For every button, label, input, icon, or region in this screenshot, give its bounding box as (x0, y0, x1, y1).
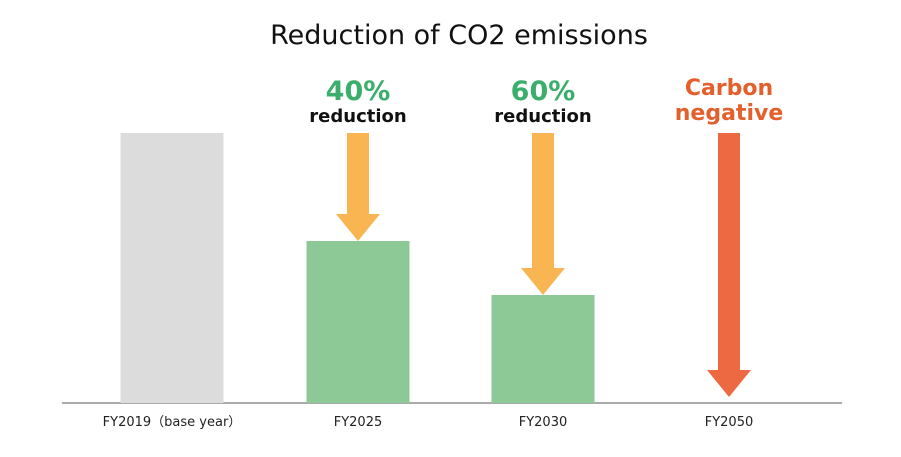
annotation-reduction-label: reduction (494, 106, 591, 127)
reduction-arrow-2 (521, 133, 565, 295)
bar-1 (120, 133, 224, 403)
chart-title: Reduction of CO2 emissions (270, 20, 648, 51)
bars-layer (120, 133, 595, 403)
reduction-arrow-3 (707, 133, 751, 397)
x-tick-label: FY2025 (334, 415, 383, 430)
x-tick-label: FY2030 (519, 415, 568, 430)
annotation-percent: 40% (326, 76, 391, 107)
annotation-carbon-negative-line: Carbon (685, 76, 773, 101)
reduction-arrow-1 (336, 133, 380, 241)
annotation-percent: 60% (511, 76, 576, 107)
bar-3 (491, 295, 595, 403)
x-tick-label: FY2050 (705, 415, 754, 430)
x-tick-label: FY2019（base year） (103, 415, 242, 430)
annotation-reduction-label: reduction (309, 106, 406, 127)
annotation-carbon-negative-line: negative (675, 101, 784, 126)
tick-labels: FY2019（base year） FY2025 FY2030 FY2050 (103, 415, 754, 430)
bar-2 (306, 241, 410, 403)
arrows-layer (336, 133, 751, 397)
